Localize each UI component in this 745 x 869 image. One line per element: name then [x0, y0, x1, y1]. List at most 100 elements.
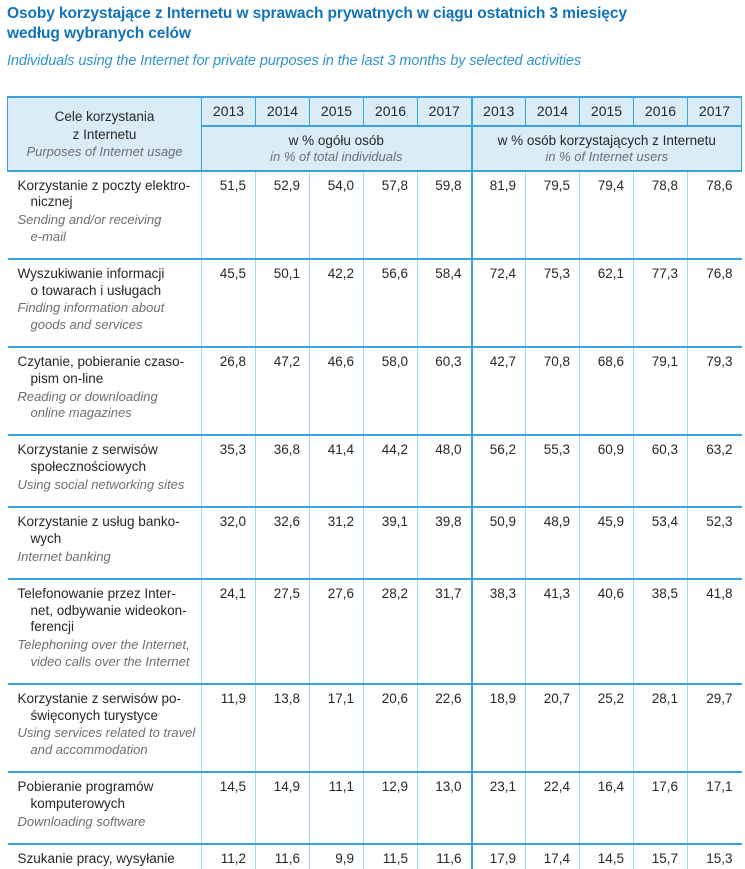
- group-header-total-pl: w % ogółu osób: [288, 132, 384, 148]
- row-label-cell: Szukanie pracy, wysyłanie ofert Looking …: [7, 843, 202, 869]
- value-cell: 58,4: [417, 257, 472, 348]
- value-cell: 70,8: [525, 346, 580, 436]
- value-cell: 58,0: [363, 346, 418, 436]
- row-label-pl: Korzystanie z serwisów po- święconych tu…: [17, 690, 182, 723]
- value-cell: 28,1: [633, 682, 688, 773]
- value-cell: 41,8: [687, 578, 742, 684]
- stub-header-cell: Cele korzystania z Internetu Purposes of…: [7, 95, 202, 172]
- year-header-users-2017: 2017: [687, 95, 742, 127]
- value-cell: 62,1: [579, 257, 634, 348]
- value-cell: 52,3: [687, 506, 742, 579]
- row-label-pl: Pobieranie programów komputerowych: [17, 779, 154, 811]
- table-body: Korzystanie z poczty elektro- nicznej Se…: [7, 169, 742, 869]
- value-cell: 55,3: [525, 434, 580, 508]
- row-label-en: Internet banking: [17, 548, 111, 564]
- table-row: Pobieranie programów komputerowych Downl…: [7, 771, 742, 845]
- value-cell: 32,0: [201, 506, 256, 579]
- value-cell: 78,6: [687, 169, 742, 259]
- value-cell: 29,7: [687, 682, 742, 773]
- year-header-users-2013: 2013: [470, 95, 526, 127]
- value-cell: 72,4: [470, 257, 526, 348]
- row-label-cell: Wyszukiwanie informacji o towarach i usł…: [7, 257, 202, 348]
- value-cell: 79,3: [687, 346, 742, 436]
- value-cell: 17,1: [687, 771, 742, 845]
- row-label-pl: Korzystanie z usług banko- wych: [17, 514, 180, 546]
- value-cell: 59,8: [417, 169, 472, 259]
- value-cell: 17,1: [309, 682, 364, 773]
- row-label-pl: Wyszukiwanie informacji o towarach i usł…: [17, 265, 165, 298]
- group-header-users: w % osób korzystających z Internetu in %…: [470, 124, 742, 172]
- row-label-en: Telephoning over the Internet, video cal…: [17, 637, 190, 669]
- row-label-en: Reading or downloading online magazines: [17, 388, 158, 420]
- value-cell: 63,2: [687, 434, 742, 508]
- value-cell: 25,2: [579, 682, 634, 773]
- value-cell: 42,7: [470, 346, 526, 436]
- row-label-cell: Korzystanie z poczty elektro- nicznej Se…: [7, 169, 202, 259]
- statistics-table: Cele korzystania z Internetu Purposes of…: [7, 95, 742, 869]
- page-title: Osoby korzystające z Internetu w sprawac…: [7, 5, 627, 42]
- value-cell: 15,7: [633, 843, 688, 869]
- row-label-en: Downloading software: [17, 813, 146, 829]
- row-label-cell: Telefonowanie przez Inter- net, odbywani…: [7, 578, 202, 684]
- value-cell: 35,3: [201, 434, 256, 508]
- value-cell: 20,7: [525, 682, 580, 773]
- value-cell: 12,9: [363, 771, 418, 845]
- year-header-users-2014: 2014: [525, 95, 580, 127]
- row-label-cell: Pobieranie programów komputerowych Downl…: [7, 771, 202, 845]
- value-cell: 38,5: [633, 578, 688, 684]
- value-cell: 17,9: [470, 843, 526, 869]
- value-cell: 38,3: [470, 578, 526, 684]
- table-row: Czytanie, pobieranie czaso- pism on-line…: [7, 346, 742, 436]
- row-label-cell: Korzystanie z serwisów po- święconych tu…: [7, 682, 202, 773]
- row-label-en: Using services related to travel and acc…: [17, 725, 196, 757]
- value-cell: 32,6: [255, 506, 310, 579]
- year-header-users-2015: 2015: [579, 95, 634, 127]
- value-cell: 11,5: [363, 843, 418, 869]
- row-label-pl: Korzystanie z poczty elektro- nicznej: [17, 177, 191, 210]
- value-cell: 20,6: [363, 682, 418, 773]
- value-cell: 52,9: [255, 169, 310, 259]
- value-cell: 54,0: [309, 169, 364, 259]
- value-cell: 24,1: [201, 578, 256, 684]
- value-cell: 39,1: [363, 506, 418, 579]
- value-cell: 51,5: [201, 169, 256, 259]
- value-cell: 14,5: [579, 843, 634, 869]
- value-cell: 60,9: [579, 434, 634, 508]
- value-cell: 79,4: [579, 169, 634, 259]
- value-cell: 75,3: [525, 257, 580, 348]
- row-label-cell: Czytanie, pobieranie czaso- pism on-line…: [7, 346, 202, 436]
- value-cell: 13,0: [417, 771, 472, 845]
- value-cell: 11,6: [255, 843, 310, 869]
- value-cell: 50,9: [470, 506, 526, 579]
- group-header-row: w % ogółu osób in % of total individuals…: [8, 124, 742, 172]
- value-cell: 40,6: [579, 578, 634, 684]
- value-cell: 14,9: [255, 771, 310, 845]
- group-header-total-en: in % of total individuals: [270, 148, 403, 164]
- value-cell: 31,2: [309, 506, 364, 579]
- value-cell: 45,9: [579, 506, 634, 579]
- value-cell: 44,2: [363, 434, 418, 508]
- value-cell: 17,4: [525, 843, 580, 869]
- year-header-total-2016: 2016: [363, 95, 418, 127]
- value-cell: 31,7: [417, 578, 472, 684]
- value-cell: 11,1: [309, 771, 364, 845]
- stub-header-en: Purposes of Internet usage: [26, 144, 183, 160]
- value-cell: 11,2: [201, 843, 256, 869]
- row-label-pl: Czytanie, pobieranie czaso- pism on-line: [17, 354, 185, 386]
- row-label-pl: Telefonowanie przez Inter- net, odbywani…: [17, 586, 187, 635]
- value-cell: 45,5: [201, 257, 256, 348]
- year-header-row: Cele korzystania z Internetu Purposes of…: [7, 95, 742, 172]
- value-cell: 79,5: [525, 169, 580, 259]
- value-cell: 53,4: [633, 506, 688, 579]
- value-cell: 41,4: [309, 434, 364, 508]
- year-header-total-2017: 2017: [417, 95, 472, 127]
- value-cell: 22,6: [417, 682, 472, 773]
- year-header-users-2016: 2016: [633, 95, 688, 127]
- value-cell: 60,3: [633, 434, 688, 508]
- value-cell: 22,4: [525, 771, 580, 845]
- value-cell: 41,3: [525, 578, 580, 684]
- value-cell: 42,2: [309, 257, 364, 348]
- value-cell: 27,6: [309, 578, 364, 684]
- value-cell: 68,6: [579, 346, 634, 436]
- table-row: Telefonowanie przez Inter- net, odbywani…: [7, 578, 742, 684]
